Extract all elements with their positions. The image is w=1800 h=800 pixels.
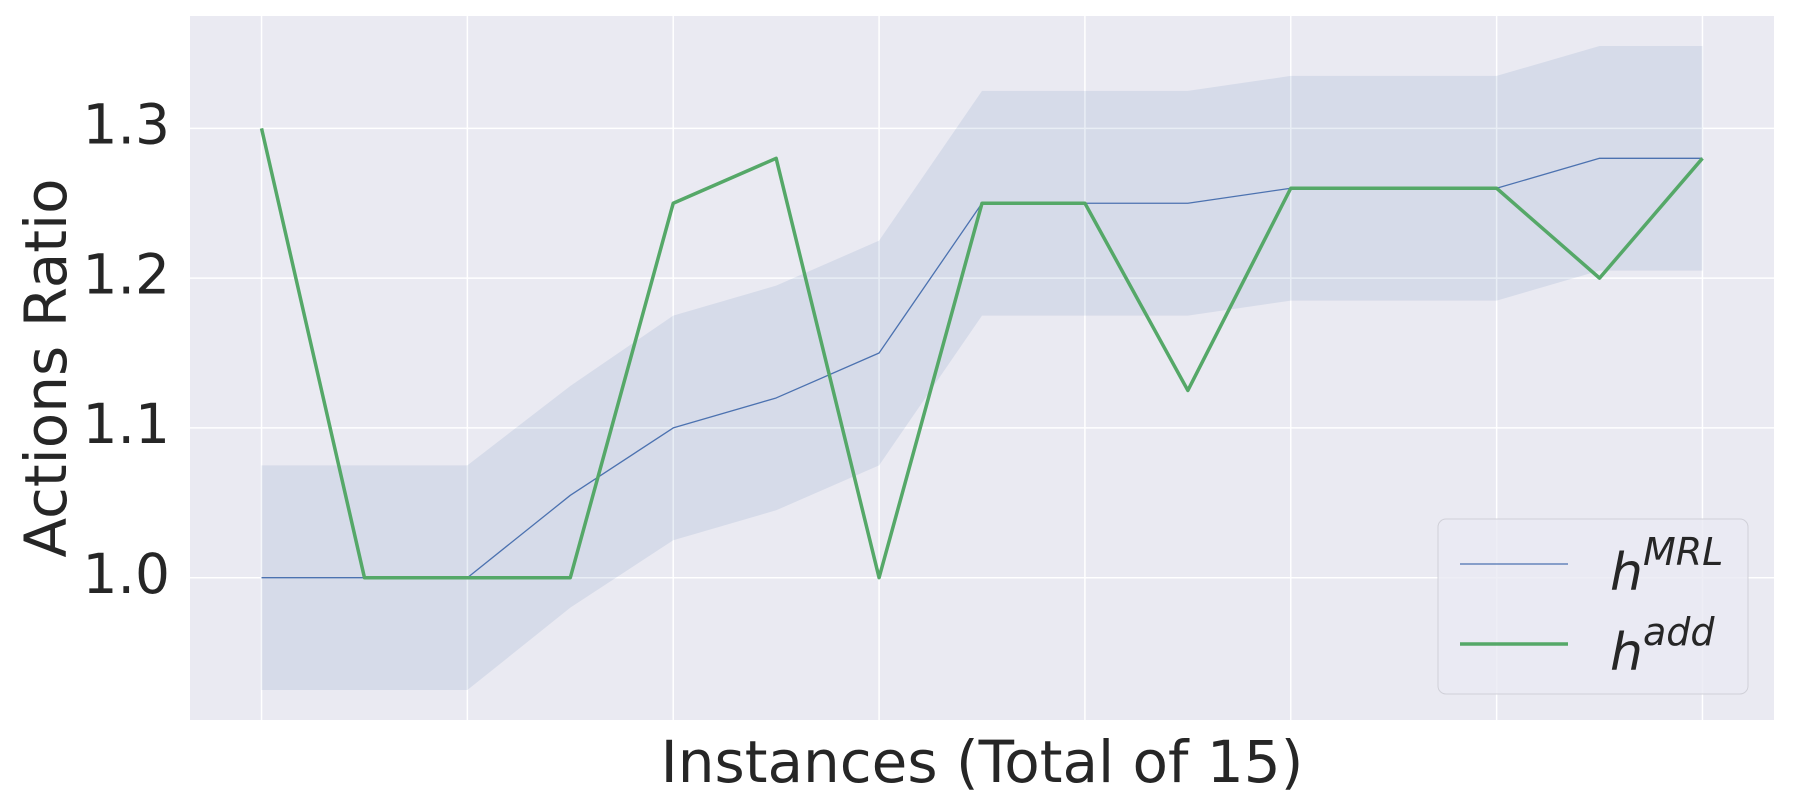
legend-label: hMRL bbox=[1610, 530, 1723, 604]
y-tick-label: 1.0 bbox=[83, 542, 170, 606]
marks bbox=[259, 45, 1704, 691]
legend-superscript: add bbox=[1643, 610, 1715, 654]
legend-label: hadd bbox=[1610, 610, 1715, 684]
legend-box bbox=[1437, 518, 1749, 695]
y-tick-label: 1.1 bbox=[83, 392, 170, 456]
y-tick-label: 1.2 bbox=[83, 242, 170, 306]
y-axis-label: Actions Ratio bbox=[12, 178, 80, 557]
x-axis-label: Instances (Total of 15) bbox=[661, 728, 1304, 796]
legend-name: h bbox=[1610, 623, 1643, 683]
series-line bbox=[259, 127, 1704, 580]
legend-superscript: MRL bbox=[1643, 530, 1723, 574]
confidence-band bbox=[261, 45, 1703, 691]
legend-name: h bbox=[1610, 543, 1643, 603]
y-tick-label: 1.3 bbox=[83, 92, 170, 156]
